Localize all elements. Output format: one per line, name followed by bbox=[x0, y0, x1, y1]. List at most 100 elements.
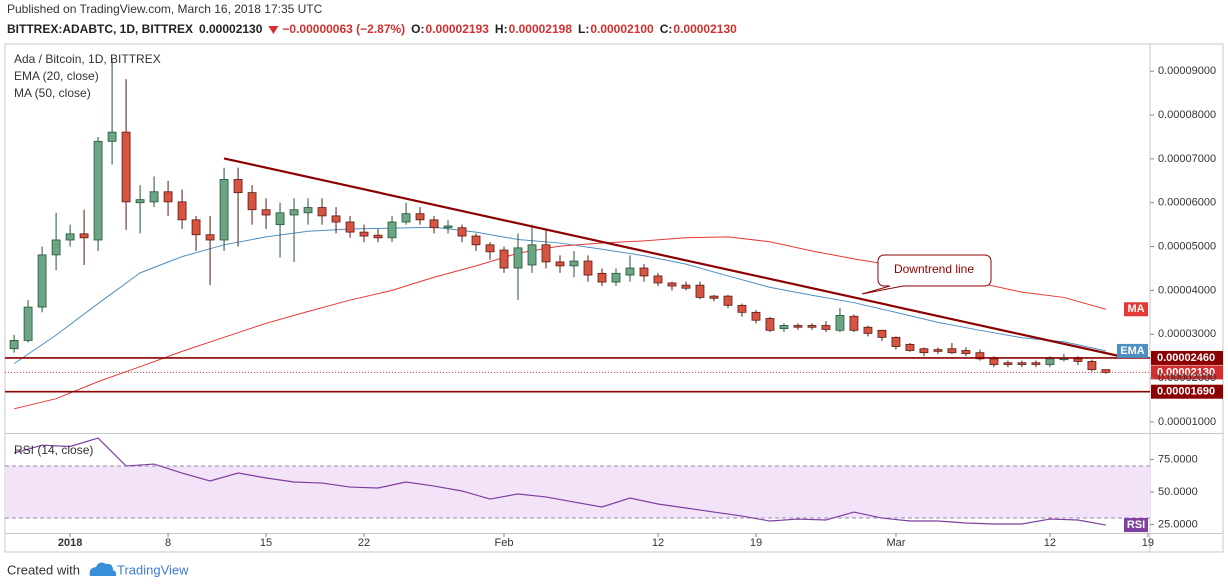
ohlc-value: 0.00002193 bbox=[426, 22, 490, 36]
last-price: 0.00002130 bbox=[199, 22, 263, 36]
candle-body bbox=[1017, 362, 1027, 365]
candle-body bbox=[1073, 358, 1083, 362]
y-tick-label: 50.0000 bbox=[1158, 486, 1198, 498]
level-tag bbox=[1151, 350, 1223, 365]
y-tick-label: 0.00007000 bbox=[1158, 153, 1216, 165]
level-tag-label: 0.00002460 bbox=[1157, 352, 1215, 364]
candle-body bbox=[471, 235, 481, 246]
indicator-line bbox=[13, 226, 1107, 365]
candle-body bbox=[219, 179, 229, 241]
candle-body bbox=[961, 350, 971, 354]
candle-body bbox=[177, 201, 187, 221]
ohlc-value: 0.00002100 bbox=[590, 22, 654, 36]
candle-body bbox=[345, 221, 355, 233]
candle-body bbox=[891, 336, 901, 347]
x-tick-label: 22 bbox=[358, 537, 370, 549]
candle-body bbox=[989, 358, 999, 365]
candle-body bbox=[373, 234, 383, 239]
series-tag-label: EMA bbox=[1120, 345, 1145, 357]
candle-body bbox=[9, 339, 19, 350]
candle-body bbox=[429, 219, 439, 229]
candle-body bbox=[1031, 362, 1041, 365]
candle-body bbox=[611, 272, 621, 283]
candle-body bbox=[1101, 369, 1111, 373]
candle-body bbox=[1003, 362, 1013, 365]
candle-body bbox=[709, 295, 719, 299]
y-tick-label: 25.0000 bbox=[1158, 518, 1198, 530]
candle-body bbox=[863, 326, 873, 334]
y-tick-label: 0.00002000 bbox=[1158, 372, 1216, 384]
x-tick-label: 19 bbox=[750, 537, 762, 549]
candle-body bbox=[331, 215, 341, 223]
candle-body bbox=[793, 325, 803, 328]
legend-entry: MA (50, close) bbox=[14, 86, 91, 100]
symbol: BITTREX:ADABTC, 1D, BITTREX bbox=[7, 22, 193, 36]
series-tag bbox=[1117, 343, 1148, 358]
candle-body bbox=[849, 315, 859, 331]
candle-body bbox=[681, 284, 691, 289]
y-tick-label: 0.00001000 bbox=[1158, 416, 1216, 428]
candle-body bbox=[499, 249, 509, 269]
footer-brand: TradingView bbox=[117, 562, 189, 577]
ohlc-value: 0.00002130 bbox=[673, 22, 737, 36]
candle-body bbox=[163, 191, 173, 203]
candle-body bbox=[51, 239, 61, 256]
candle-body bbox=[779, 325, 789, 329]
candle-body bbox=[303, 207, 313, 214]
published-line: Published on TradingView.com, March 16, … bbox=[7, 2, 323, 16]
candle-body bbox=[625, 267, 635, 276]
candle-body bbox=[555, 261, 565, 267]
logo bbox=[89, 562, 117, 576]
candle-body bbox=[485, 244, 495, 253]
y-tick-label: 0.00006000 bbox=[1158, 197, 1216, 209]
candle-body bbox=[275, 212, 285, 226]
candle-body bbox=[107, 131, 117, 142]
candle-body bbox=[317, 207, 327, 217]
candle-body bbox=[905, 343, 915, 351]
candle-body bbox=[933, 349, 943, 352]
candle-body bbox=[653, 275, 663, 284]
candle-body bbox=[261, 209, 271, 216]
candle-body bbox=[975, 352, 985, 360]
candle-body bbox=[947, 348, 957, 354]
x-tick-label: Mar bbox=[886, 537, 905, 549]
candle-body bbox=[695, 284, 705, 298]
candle-body bbox=[737, 304, 747, 313]
candle-body bbox=[807, 325, 817, 328]
candle-body bbox=[667, 282, 677, 287]
candle-body bbox=[443, 225, 453, 229]
trendline bbox=[223, 157, 1119, 357]
candle-body bbox=[65, 233, 75, 241]
series-tag-label: RSI bbox=[1127, 519, 1145, 531]
plot: 0.00002460 0.00002130 0.00001690 Downtrend … bbox=[5, 58, 1223, 533]
ohlc-key: H: bbox=[495, 22, 508, 36]
rsi-band bbox=[5, 466, 1150, 519]
candle-body bbox=[121, 131, 131, 203]
series-tag bbox=[1124, 302, 1148, 317]
footer-created: Created with bbox=[7, 562, 80, 577]
candle-body bbox=[359, 231, 369, 237]
candle-body bbox=[723, 295, 733, 306]
x-tick-label: 19 bbox=[1142, 537, 1154, 549]
candle-body bbox=[387, 221, 397, 239]
candle-body bbox=[457, 227, 467, 237]
series-tag bbox=[1124, 518, 1148, 533]
candle-body bbox=[149, 191, 159, 203]
logo-icon bbox=[89, 562, 117, 576]
series-tag-label: MA bbox=[1127, 303, 1144, 315]
candle-body bbox=[877, 329, 887, 338]
candle-body bbox=[765, 318, 775, 331]
ohlc-value: 0.00002198 bbox=[509, 22, 573, 36]
candle-body bbox=[835, 315, 845, 331]
x-tick-label: 2018 bbox=[58, 537, 82, 549]
level-tag bbox=[1151, 384, 1223, 399]
level-tag-label: 0.00002130 bbox=[1157, 366, 1215, 378]
candle-body bbox=[191, 219, 201, 236]
x-tick-label: 12 bbox=[1044, 537, 1056, 549]
legend-entry: EMA (20, close) bbox=[14, 69, 99, 83]
rsi-title: RSI (14, close) bbox=[14, 443, 93, 457]
y-tick-label: 0.00003000 bbox=[1158, 328, 1216, 340]
candle-body bbox=[247, 192, 257, 211]
candle-body bbox=[583, 260, 593, 276]
